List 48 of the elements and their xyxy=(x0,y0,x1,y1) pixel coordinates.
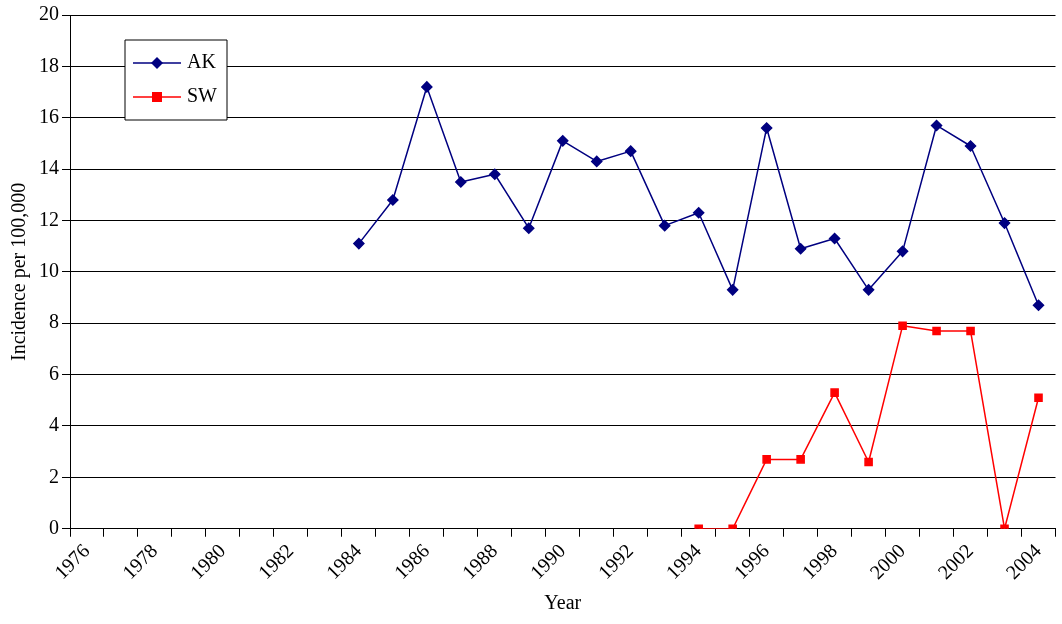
point xyxy=(998,217,1011,229)
y-tick-label: 20 xyxy=(39,2,59,25)
y-tick-label: 18 xyxy=(39,53,59,76)
point xyxy=(762,455,771,464)
point xyxy=(828,232,841,245)
point xyxy=(1032,299,1045,312)
point xyxy=(726,284,739,296)
x-axis-title: Year xyxy=(544,591,582,614)
point xyxy=(421,81,433,93)
point xyxy=(489,168,501,181)
point xyxy=(966,326,975,336)
y-tick-label: 6 xyxy=(49,361,59,384)
legend-label: SW xyxy=(187,84,218,107)
y-tick-label: 2 xyxy=(49,464,59,487)
x-tick-label: 1990 xyxy=(525,539,570,584)
point xyxy=(590,155,603,168)
point xyxy=(964,140,977,152)
point xyxy=(353,237,365,250)
point xyxy=(1034,393,1043,403)
y-tick-label: 16 xyxy=(39,105,59,127)
point xyxy=(862,284,875,296)
point xyxy=(796,455,805,464)
legend-label: AK xyxy=(187,50,217,73)
y-tick-label: 14 xyxy=(39,156,59,179)
point xyxy=(692,207,705,219)
y-tick-label: 0 xyxy=(49,516,59,538)
point xyxy=(557,135,569,147)
point xyxy=(455,176,467,188)
point xyxy=(930,119,943,132)
x-tick-label: 1982 xyxy=(253,539,298,584)
point xyxy=(760,122,773,134)
y-tick-label: 4 xyxy=(49,413,59,436)
point xyxy=(896,245,909,258)
point xyxy=(830,388,839,397)
point xyxy=(658,219,671,232)
point xyxy=(624,145,637,157)
y-tick-label: 10 xyxy=(39,259,59,282)
x-tick-label: 1992 xyxy=(593,539,638,584)
point xyxy=(794,243,807,255)
point xyxy=(898,321,907,331)
point xyxy=(387,194,399,206)
point xyxy=(523,222,535,234)
point xyxy=(932,326,941,336)
y-tick-label: 12 xyxy=(39,207,59,230)
y-tick-label: 8 xyxy=(49,310,59,333)
x-tick-label: 1980 xyxy=(185,539,230,584)
y-axis-title: Incidence per 100,000 xyxy=(7,182,31,362)
point xyxy=(864,457,873,467)
